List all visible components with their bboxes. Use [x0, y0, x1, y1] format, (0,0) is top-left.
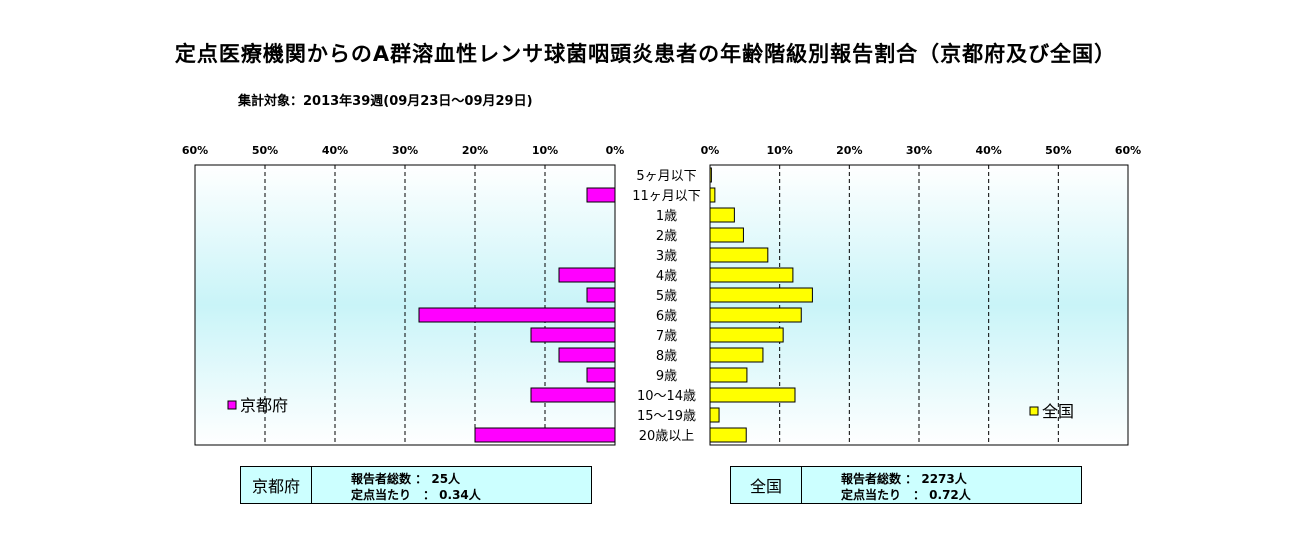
- national-bar: [709, 207, 735, 223]
- national-per-sentinel: 定点当たり ： 0.72人: [841, 488, 971, 502]
- right-tick-label: 40%: [975, 144, 1001, 157]
- national-legend-label: 全国: [1042, 402, 1074, 421]
- category-label: 15～19歳: [637, 409, 696, 424]
- national-bar: [709, 347, 764, 363]
- category-label: 8歳: [656, 349, 677, 364]
- national-summary-box: 全国 報告者総数 ： 2273人 定点当たり ： 0.72人: [730, 466, 1082, 504]
- category-label: 10～14歳: [637, 389, 696, 404]
- category-label: 2歳: [656, 229, 677, 244]
- kyoto-bar: [586, 287, 616, 303]
- kyoto-summary-name: 京都府: [241, 467, 312, 503]
- kyoto-total-reports: 報告者総数 ： 25人: [351, 472, 461, 486]
- left-tick-label: 40%: [322, 144, 348, 157]
- category-label: 4歳: [656, 269, 677, 284]
- left-tick-label: 60%: [182, 144, 208, 157]
- left-tick-label: 30%: [392, 144, 418, 157]
- kyoto-bar: [530, 387, 616, 403]
- national-bar: [709, 307, 802, 323]
- category-label: 3歳: [656, 249, 677, 264]
- category-label: 9歳: [656, 369, 677, 384]
- right-tick-label: 30%: [906, 144, 932, 157]
- left-tick-label: 20%: [462, 144, 488, 157]
- right-tick-label: 60%: [1115, 144, 1141, 157]
- category-label: 5ヶ月以下: [636, 169, 696, 184]
- kyoto-bar: [474, 427, 616, 443]
- national-bar: [709, 427, 747, 443]
- kyoto-bar: [586, 367, 616, 383]
- right-tick-label: 50%: [1045, 144, 1071, 157]
- kyoto-bar: [558, 347, 616, 363]
- category-label: 7歳: [656, 329, 677, 344]
- national-summary-name: 全国: [731, 467, 802, 503]
- category-label: 1歳: [656, 209, 677, 224]
- national-bar: [709, 267, 794, 283]
- left-tick-label: 10%: [532, 144, 558, 157]
- national-legend-swatch: [1029, 406, 1039, 416]
- category-label: 11ヶ月以下: [632, 189, 701, 204]
- national-bar: [709, 287, 813, 303]
- right-tick-label: 0%: [701, 144, 720, 157]
- right-tick-label: 10%: [766, 144, 792, 157]
- chart-title: 定点医療機関からのA群溶血性レンサ球菌咽頭炎患者の年齢階級別報告割合（京都府及び…: [174, 42, 1117, 66]
- category-label: 6歳: [656, 309, 677, 324]
- national-bar: [709, 187, 716, 203]
- national-bar: [709, 387, 796, 403]
- category-label: 5歳: [656, 289, 677, 304]
- kyoto-legend-swatch: [227, 400, 237, 410]
- national-bar: [709, 167, 712, 183]
- kyoto-bar: [418, 307, 616, 323]
- kyoto-bar: [530, 327, 616, 343]
- kyoto-bar: [586, 187, 616, 203]
- chart-subtitle: 集計対象：2013年39週(09月23日～09月29日): [238, 94, 533, 109]
- left-tick-label: 0%: [606, 144, 625, 157]
- national-total-reports: 報告者総数 ： 2273人: [841, 472, 967, 486]
- national-bar: [709, 367, 748, 383]
- national-bar: [709, 407, 720, 423]
- left-tick-label: 50%: [252, 144, 278, 157]
- kyoto-per-sentinel: 定点当たり ： 0.34人: [351, 488, 481, 502]
- kyoto-bar: [558, 267, 616, 283]
- national-bar: [709, 227, 744, 243]
- national-bar: [709, 327, 784, 343]
- category-label: 20歳以上: [639, 429, 695, 444]
- kyoto-legend-label: 京都府: [240, 396, 288, 415]
- right-tick-label: 20%: [836, 144, 862, 157]
- kyoto-summary-box: 京都府 報告者総数 ： 25人 定点当たり ： 0.34人: [240, 466, 592, 504]
- national-bar: [709, 247, 769, 263]
